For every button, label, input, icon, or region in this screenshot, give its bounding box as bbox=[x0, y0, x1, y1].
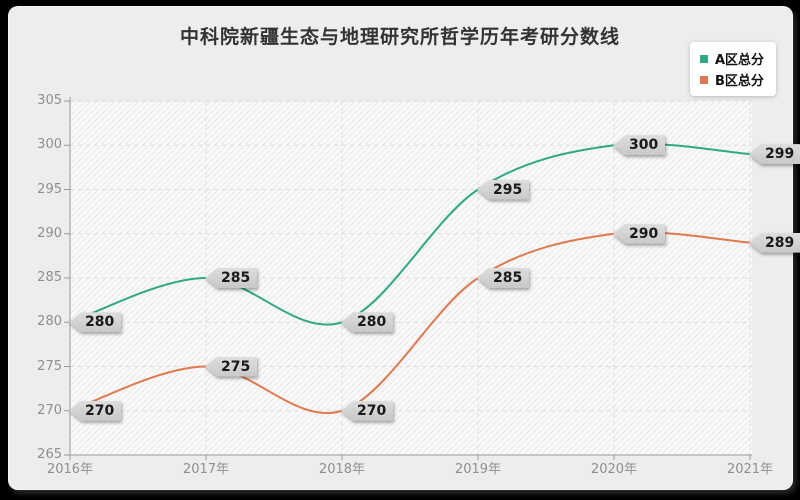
legend-label: A区总分 bbox=[715, 53, 765, 68]
chart-title: 中科院新疆生态与地理研究所哲学历年考研分数线 bbox=[179, 26, 620, 48]
legend-swatch-icon bbox=[700, 54, 708, 63]
legend: A区总分 B区总分 bbox=[690, 42, 777, 96]
axes bbox=[64, 97, 752, 460]
legend-item-0: A区总分 bbox=[700, 48, 764, 69]
legend-item-1: B区总分 bbox=[700, 69, 764, 90]
legend-label: B区总分 bbox=[715, 74, 764, 89]
legend-swatch-icon bbox=[700, 75, 708, 84]
